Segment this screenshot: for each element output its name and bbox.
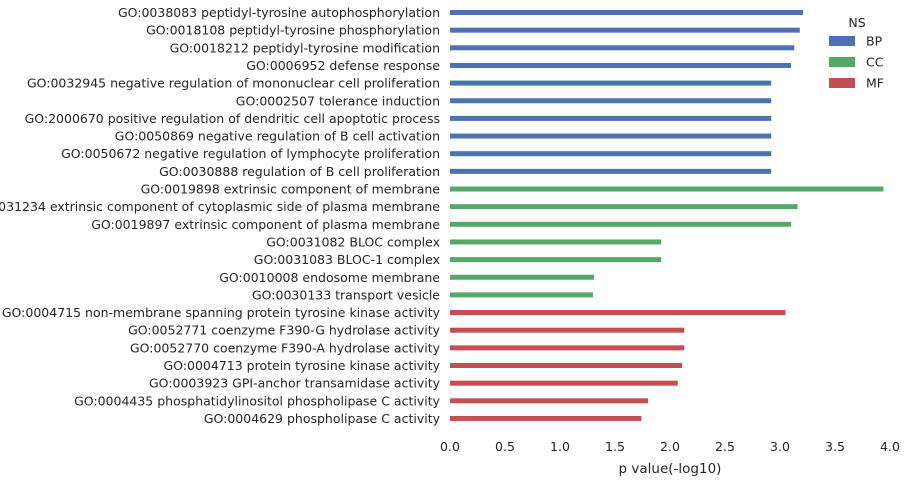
- x-tick-label: 4.0: [880, 439, 900, 454]
- category-label: GO:0030133 transport vesicle: [252, 287, 440, 302]
- category-label: GO:0032945 negative regulation of mononu…: [27, 76, 440, 91]
- category-label: GO:0010008 endosome membrane: [219, 270, 440, 285]
- category-label: GO:0030888 regulation of B cell prolifer…: [159, 164, 440, 179]
- bar-mf: [450, 363, 683, 368]
- x-tick-label: 3.0: [770, 439, 790, 454]
- bar-cc: [450, 274, 595, 280]
- legend-swatch-cc: [829, 57, 855, 67]
- bar-mf: [450, 380, 678, 386]
- legend-label-cc: CC: [866, 55, 884, 70]
- x-tick-label: 0.0: [440, 439, 460, 454]
- bar-cc: [450, 186, 884, 192]
- category-label: GO:0004629 phospholipase C activity: [204, 411, 441, 426]
- x-tick-label: 0.5: [495, 439, 515, 454]
- category-label: GO:0006952 defense response: [246, 58, 440, 73]
- category-label: GO:0050672 negative regulation of lympho…: [61, 146, 440, 161]
- bar-bp: [450, 45, 795, 51]
- bar-bp: [450, 98, 772, 104]
- bar-bp: [450, 10, 804, 15]
- x-tick-label: 3.5: [825, 439, 845, 454]
- bar-bp: [450, 115, 772, 121]
- x-axis-ticks: 0.0 0.5 1.0 1.5 2.0 2.5 3.0 3.5 4.0: [440, 439, 900, 454]
- bar-cc: [450, 204, 798, 210]
- bar-bp: [450, 62, 791, 68]
- category-label: GO:0018108 peptidyl-tyrosine phosphoryla…: [146, 23, 440, 38]
- x-tick-label: 1.0: [550, 439, 570, 454]
- category-label: GO:0002507 tolerance induction: [236, 93, 440, 108]
- bar-bp: [450, 27, 800, 33]
- bar-bp: [450, 168, 772, 174]
- bar-cc: [450, 221, 791, 227]
- x-tick-label: 1.5: [605, 439, 625, 454]
- x-tick-label: 2.0: [660, 439, 680, 454]
- category-label: GO:0019898 extrinsic component of membra…: [141, 182, 441, 197]
- legend-title: NS: [848, 15, 865, 30]
- x-tick-label: 2.5: [715, 439, 735, 454]
- bar-bp: [450, 80, 772, 86]
- bar-mf: [450, 327, 685, 333]
- bar-mf: [450, 415, 642, 421]
- legend: NS BP CC MF: [829, 15, 884, 91]
- category-label: GO:0003923 GPI-anchor transamidase activ…: [149, 376, 441, 391]
- bar-cc: [450, 257, 662, 263]
- category-label: GO:0052770 coenzyme F390-A hydrolase act…: [130, 340, 441, 355]
- legend-label-bp: BP: [866, 34, 883, 49]
- category-label: GO:0004715 non-membrane spanning protein…: [2, 305, 441, 320]
- bar-cc: [450, 239, 662, 245]
- category-label: GO:0031082 BLOC complex: [266, 234, 440, 249]
- category-label: GO:2000670 positive regulation of dendri…: [25, 111, 440, 126]
- category-label: GO:0050869 negative regulation of B cell…: [115, 129, 440, 144]
- category-label: GO:0031234 extrinsic component of cytopl…: [0, 199, 440, 214]
- category-label: GO:0004713 protein tyrosine kinase activ…: [164, 358, 441, 373]
- bar-mf: [450, 345, 685, 351]
- category-label: GO:0018212 peptidyl-tyrosine modificatio…: [170, 40, 440, 55]
- category-label: GO:0038083 peptidyl-tyrosine autophospho…: [118, 5, 440, 20]
- legend-label-mf: MF: [866, 76, 884, 91]
- bars-layer: [450, 10, 884, 421]
- category-label: GO:0052771 coenzyme F390-G hydrolase act…: [128, 323, 441, 338]
- category-labels: GO:0038083 peptidyl-tyrosine autophospho…: [0, 5, 441, 426]
- bar-bp: [450, 133, 772, 139]
- legend-swatch-bp: [829, 36, 855, 46]
- category-label: GO:0004435 phosphatidylinositol phosphol…: [74, 393, 441, 408]
- x-axis-title: p value(-log10): [619, 461, 722, 477]
- category-label: GO:0019897 extrinsic component of plasma…: [91, 217, 440, 232]
- category-label: GO:0031083 BLOC-1 complex: [254, 252, 440, 267]
- bar-bp: [450, 151, 772, 157]
- bar-cc: [450, 292, 593, 298]
- bar-mf: [450, 310, 786, 316]
- bar-mf: [450, 398, 648, 404]
- legend-swatch-mf: [829, 78, 855, 88]
